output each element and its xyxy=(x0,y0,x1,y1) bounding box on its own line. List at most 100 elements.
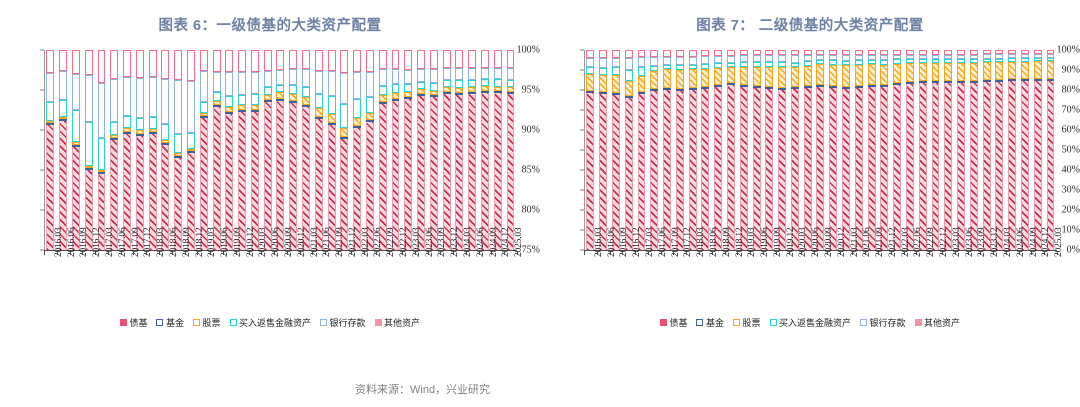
legend-item-stock[interactable]: 股票 xyxy=(192,316,221,329)
bar-segment-bank-deposit xyxy=(302,69,310,88)
bar-segment-other-assets xyxy=(225,50,234,73)
x-axis-tick-mark xyxy=(878,251,879,255)
bar-segment-bond-fund xyxy=(212,106,221,250)
bar-segment-bank-deposit xyxy=(365,72,374,97)
bar-segment-bond-fund xyxy=(391,100,400,250)
bar-segment-fund xyxy=(263,100,272,103)
stacked-bar xyxy=(84,50,93,250)
bar-segment-stock xyxy=(778,67,787,89)
bar-segment-reverse-repo xyxy=(506,80,515,88)
bar-segment-fund xyxy=(842,87,850,90)
bar-segment-fund xyxy=(289,100,298,103)
y-axis-tick-mark xyxy=(40,49,44,51)
bar-column xyxy=(312,50,325,250)
legend-item-fund[interactable]: 基金 xyxy=(156,316,184,329)
bar-segment-stock xyxy=(263,94,272,101)
bar-segment-reverse-repo xyxy=(365,96,374,113)
x-axis-tick-mark xyxy=(274,251,275,255)
bar-segment-bond-fund xyxy=(1033,81,1042,250)
bar-segment-fund xyxy=(314,116,323,119)
figure-6-title: 图表 6：一级债基的大类资产配置 xyxy=(158,18,382,34)
bar-segment-fund xyxy=(816,85,825,88)
bar-column xyxy=(325,50,338,250)
bar-segment-bank-deposit xyxy=(701,56,710,64)
x-axis-tick-label: 2019.03 xyxy=(747,227,758,257)
bar-segment-stock xyxy=(765,67,774,88)
bar-segment-bond-fund xyxy=(880,87,889,250)
figure-7-bars xyxy=(584,49,1057,250)
bar-segment-bond-fund xyxy=(84,170,93,250)
bar-segment-bond-fund xyxy=(71,146,80,250)
x-axis-tick-mark xyxy=(249,251,250,255)
legend-label: 股票 xyxy=(742,318,761,328)
legend-item-bank-deposit[interactable]: 银行存款 xyxy=(320,316,366,329)
bar-segment-other-assets xyxy=(765,50,774,56)
bar-segment-bond-fund xyxy=(187,153,195,250)
bar-segment-bank-deposit xyxy=(442,68,451,81)
bar-segment-bank-deposit xyxy=(675,56,684,65)
bar-segment-reverse-repo xyxy=(586,67,595,75)
stacked-bar xyxy=(97,49,106,250)
legend-item-other-assets[interactable]: 其他资产 xyxy=(374,316,420,329)
bar-segment-reverse-repo xyxy=(135,117,144,131)
stacked-bar xyxy=(123,50,132,250)
bar-segment-bank-deposit xyxy=(1033,54,1042,58)
legend-item-fund[interactable]: 基金 xyxy=(696,316,724,329)
bar-segment-bank-deposit xyxy=(71,73,80,111)
legend-item-bond-fund[interactable]: 债基 xyxy=(659,316,687,329)
legend-item-other-assets[interactable]: 其他资产 xyxy=(914,316,960,329)
stacked-bar xyxy=(867,49,876,250)
bar-segment-other-assets xyxy=(688,50,697,57)
bar-segment-bond-fund xyxy=(365,122,374,250)
stacked-bar xyxy=(110,49,119,250)
bar-segment-fund xyxy=(110,138,119,141)
x-axis-tick-label: 2019.09 xyxy=(232,227,243,257)
bar-segment-reverse-repo xyxy=(378,85,387,96)
legend-label: 买入返售金融资产 xyxy=(779,318,852,328)
stacked-bar xyxy=(238,50,247,250)
y-axis-tick-mark xyxy=(580,149,584,151)
bar-column xyxy=(737,50,750,250)
bar-segment-other-assets xyxy=(893,49,902,55)
x-axis-tick-mark xyxy=(44,251,45,255)
x-axis-tick-label: 2020.12 xyxy=(296,227,307,257)
bar-segment-bond-fund xyxy=(803,88,812,250)
stacked-bar xyxy=(161,49,170,250)
bar-segment-reverse-repo xyxy=(714,62,723,68)
y-axis-tick-label: 30% xyxy=(1061,184,1080,196)
bar-segment-bond-fund xyxy=(97,174,106,250)
legend-item-reverse-repo[interactable]: 买入返售金融资产 xyxy=(769,316,852,329)
bar-column xyxy=(673,50,686,250)
bar-segment-fund xyxy=(250,110,259,113)
bar-segment-bond-fund xyxy=(944,83,953,250)
x-axis-tick-mark xyxy=(968,251,969,255)
stacked-bar xyxy=(365,50,374,250)
bar-segment-stock xyxy=(957,62,965,82)
bar-segment-bank-deposit xyxy=(417,69,425,82)
bar-segment-stock xyxy=(944,62,953,82)
stacked-bar xyxy=(199,49,208,250)
bar-segment-stock xyxy=(302,96,310,105)
bar-column xyxy=(172,50,185,250)
bar-segment-other-assets xyxy=(110,49,119,79)
legend-item-bond-fund[interactable]: 债基 xyxy=(119,316,147,329)
legend-item-bank-deposit[interactable]: 银行存款 xyxy=(860,316,906,329)
bar-segment-other-assets xyxy=(1046,50,1055,55)
bar-segment-bond-fund xyxy=(123,133,132,250)
bar-segment-reverse-repo xyxy=(995,58,1004,63)
x-axis-tick-mark xyxy=(325,251,326,255)
legend-item-stock[interactable]: 股票 xyxy=(732,316,761,329)
y-axis-tick-label: 80% xyxy=(1061,84,1080,96)
bar-segment-bond-fund xyxy=(468,94,477,250)
bar-segment-bank-deposit xyxy=(893,54,902,60)
x-axis-tick-mark xyxy=(491,251,492,255)
bar-segment-bond-fund xyxy=(931,83,940,250)
bar-segment-other-assets xyxy=(212,50,221,73)
y-axis-tick-label: 80% xyxy=(521,204,540,216)
bar-segment-bank-deposit xyxy=(765,55,774,63)
x-axis-tick-label: 2016.06 xyxy=(606,227,617,257)
legend-item-reverse-repo[interactable]: 买入返售金融资产 xyxy=(229,316,311,329)
x-axis-tick-label: 2019.09 xyxy=(772,227,783,257)
bar-segment-fund xyxy=(442,92,451,95)
legend-label: 银行存款 xyxy=(329,318,366,328)
